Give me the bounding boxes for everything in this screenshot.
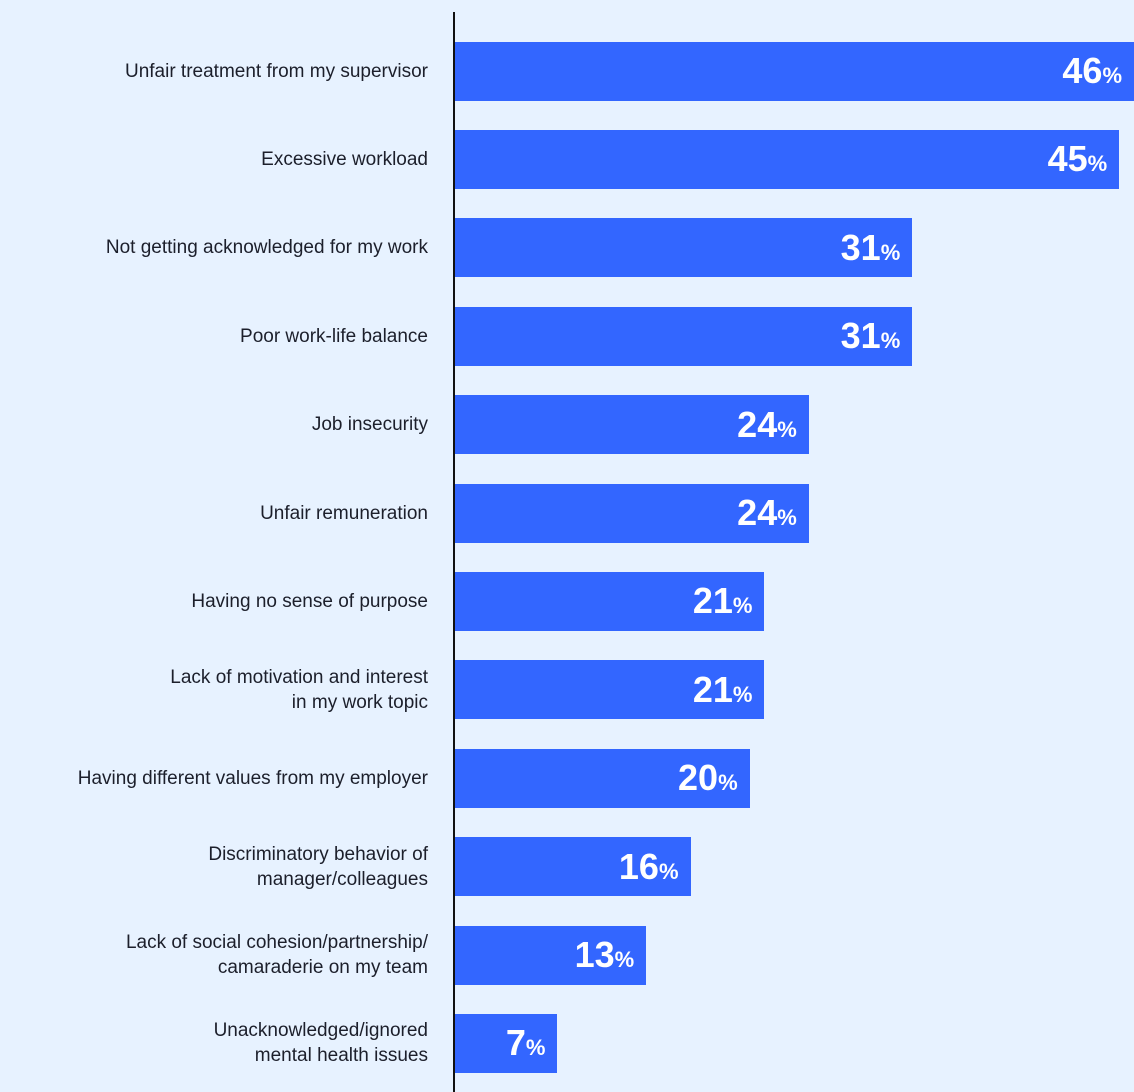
bar: 13%	[454, 925, 647, 985]
category-label: Not getting acknowledged for my work	[105, 237, 428, 259]
bar-value-label: 24%	[737, 403, 797, 445]
bar-value-label: 16%	[618, 845, 679, 887]
bar-value-number: 24	[737, 403, 778, 445]
bar-value-number: 31	[840, 226, 881, 268]
category-label: Having different values from my employer	[77, 767, 428, 789]
bar-value-label: 13%	[575, 937, 635, 973]
bar-value-label: 24%	[737, 495, 797, 531]
bar-value-number: 21	[692, 580, 733, 622]
bar-value-suffix: %	[732, 681, 753, 707]
category-label: Lack of motivation and interest in my wo…	[170, 666, 428, 713]
bar: 24%	[454, 395, 809, 455]
category-label: Poor work-life balance	[240, 325, 428, 347]
bar-value-label: 31%	[840, 226, 901, 268]
bar: 46%	[454, 41, 1134, 101]
bar-value-suffix: %	[732, 593, 753, 619]
bar-value-number: 7	[505, 1022, 526, 1064]
bar-value-label: 20%	[678, 760, 738, 796]
bar-value-suffix: %	[880, 328, 901, 354]
bar-value-suffix: %	[880, 239, 901, 265]
category-label: Job insecurity	[311, 414, 428, 436]
bar-value-suffix: %	[1087, 151, 1108, 177]
bar-value-number: 24	[737, 492, 778, 533]
bar-value-number: 21	[692, 668, 733, 710]
y-axis-line	[453, 12, 455, 1092]
bar-value-label: 7%	[506, 1025, 546, 1061]
category-label: Unacknowledged/ignored mental health iss…	[213, 1020, 428, 1067]
bar-value-number: 46	[1062, 50, 1103, 91]
bar: 20%	[454, 748, 750, 808]
bar-value-number: 31	[840, 315, 881, 357]
bar-value-label: 45%	[1048, 141, 1108, 177]
bar-value-number: 20	[678, 757, 719, 799]
bar: 45%	[454, 129, 1120, 189]
bar-value-label: 21%	[693, 583, 753, 619]
bar-value-suffix: %	[777, 505, 797, 530]
bar-value-suffix: %	[525, 1035, 546, 1061]
bar-value-label: 46%	[1062, 53, 1122, 89]
bar: 31%	[454, 218, 913, 278]
bar-value-number: 45	[1047, 138, 1088, 180]
bar-value-suffix: %	[718, 770, 738, 796]
bar: 21%	[454, 660, 765, 720]
bar-value-suffix: %	[777, 416, 797, 442]
category-label: Discriminatory behavior of manager/colle…	[208, 843, 428, 890]
bar: 24%	[454, 483, 809, 543]
category-label: Excessive workload	[261, 148, 428, 170]
bar-value-suffix: %	[614, 947, 635, 972]
bar: 31%	[454, 306, 913, 366]
bar-value-number: 16	[618, 845, 659, 887]
bar-value-label: 31%	[841, 318, 901, 354]
bar-value-suffix: %	[1102, 63, 1122, 88]
category-label: Lack of social cohesion/partnership/ cam…	[125, 932, 428, 978]
category-label: Having no sense of purpose	[191, 590, 428, 612]
category-label: Unfair remuneration	[260, 502, 428, 524]
bar: 7%	[454, 1013, 558, 1073]
bar: 16%	[454, 837, 691, 897]
bar-value-suffix: %	[658, 858, 679, 884]
category-label: Unfair treatment from my supervisor	[124, 60, 428, 82]
bar-value-number: 13	[574, 934, 615, 975]
bar-value-label: 21%	[692, 668, 753, 710]
bar: 21%	[454, 571, 765, 631]
